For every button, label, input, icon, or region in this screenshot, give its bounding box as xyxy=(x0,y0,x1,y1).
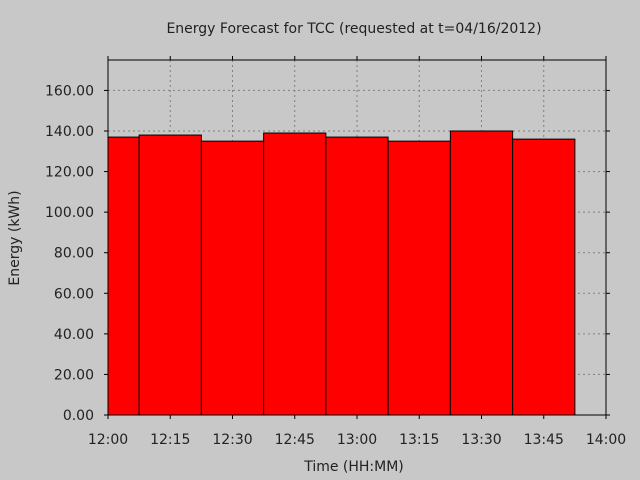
y-tick-label: 0.00 xyxy=(63,408,94,424)
x-tick-label: 13:30 xyxy=(461,432,501,448)
y-tick-label: 20.00 xyxy=(54,367,94,383)
y-tick-label: 160.00 xyxy=(45,83,94,99)
x-tick-label: 12:30 xyxy=(212,432,252,448)
bar-6 xyxy=(387,140,451,416)
chart-title: Energy Forecast for TCC (requested at t=… xyxy=(166,21,541,37)
bar-3 xyxy=(200,140,265,416)
x-tick-label: 14:00 xyxy=(586,432,626,448)
ticks-layer: 0.00 20.00 40.00 60.00 80.00 100.00 120.00 140.… xyxy=(45,56,626,448)
bar-7 xyxy=(449,130,514,416)
x-tick-label: 12:00 xyxy=(88,432,128,448)
x-tick-label: 13:45 xyxy=(524,432,564,448)
bars-layer xyxy=(107,130,576,416)
x-tick-label: 13:00 xyxy=(337,432,377,448)
bar-4 xyxy=(263,132,327,416)
y-tick-label: 100.00 xyxy=(45,205,94,221)
bar-1 xyxy=(107,136,140,416)
x-tick-label: 12:45 xyxy=(275,432,315,448)
y-axis-label: Energy (kWh) xyxy=(7,190,23,285)
bar-5 xyxy=(325,136,389,416)
bar-8 xyxy=(512,138,576,416)
bar-2 xyxy=(138,134,202,416)
x-tick-label: 13:15 xyxy=(399,432,439,448)
x-axis-label: Time (HH:MM) xyxy=(303,459,404,475)
x-tick-label: 12:15 xyxy=(150,432,190,448)
y-tick-label: 140.00 xyxy=(45,124,94,140)
y-tick-label: 80.00 xyxy=(54,246,94,262)
y-tick-label: 40.00 xyxy=(54,327,94,343)
y-tick-label: 60.00 xyxy=(54,286,94,302)
y-tick-label: 120.00 xyxy=(45,165,94,181)
